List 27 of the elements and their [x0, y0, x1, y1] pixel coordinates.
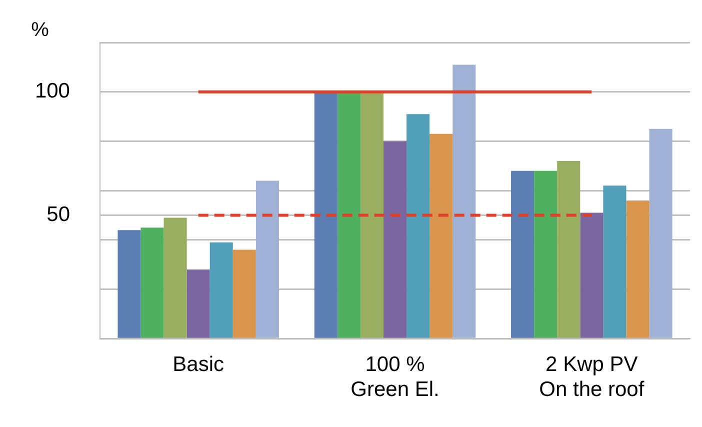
x-tick-label: 100 % Green El. — [350, 352, 440, 402]
bar — [557, 161, 580, 338]
bar — [210, 242, 233, 338]
y-axis-title: % — [31, 19, 50, 42]
bar — [232, 250, 256, 338]
bar — [118, 230, 141, 338]
bar — [603, 186, 626, 338]
bar — [626, 200, 650, 338]
bar — [406, 114, 430, 338]
x-tick-label: Basic — [172, 352, 224, 376]
bar — [164, 218, 187, 338]
bar — [383, 141, 407, 338]
bar — [256, 180, 279, 338]
bar — [511, 170, 534, 338]
bar — [534, 170, 558, 338]
bar — [360, 92, 384, 338]
bar — [314, 92, 338, 338]
x-tick-label: 2 Kwp PV On the roof — [539, 352, 644, 402]
bar — [430, 134, 453, 338]
bar — [337, 92, 360, 338]
bar — [649, 128, 672, 338]
bar — [580, 212, 604, 338]
y-tick-label: 100 — [34, 80, 70, 103]
y-tick-label: 50 — [46, 203, 70, 226]
bar — [186, 270, 210, 338]
bar — [140, 228, 164, 338]
bar — [452, 64, 476, 338]
